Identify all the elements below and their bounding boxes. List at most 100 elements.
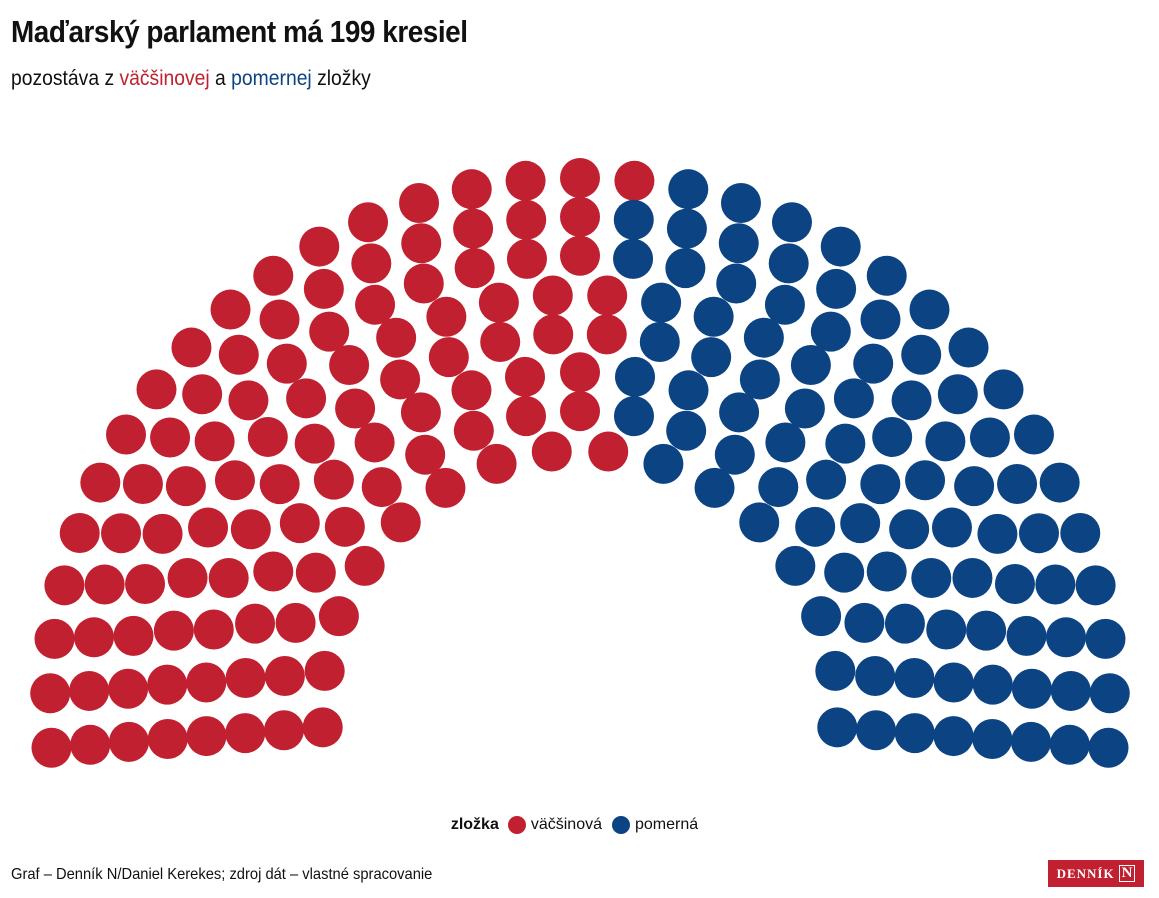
seat-majority — [194, 421, 235, 462]
seat-majority — [351, 243, 392, 284]
seat-majority — [324, 506, 365, 547]
chart-subtitle: pozostáva z väčšinovej a pomernej zložky — [11, 67, 371, 91]
seat-majority — [560, 158, 600, 198]
seat-majority — [403, 263, 444, 304]
seat-majority — [44, 565, 85, 606]
seat-majority — [532, 275, 573, 316]
seat-majority — [453, 208, 494, 249]
seat-majority — [560, 391, 600, 432]
seat-majority — [235, 603, 276, 644]
seat-majority — [348, 202, 389, 243]
seat-majority — [30, 673, 71, 714]
seat-proportional — [856, 710, 897, 751]
seat-proportional — [905, 460, 946, 501]
seat-majority — [266, 343, 307, 384]
seat-majority — [588, 431, 629, 472]
seat-majority — [279, 503, 320, 544]
seat-majority — [108, 721, 149, 762]
seat-majority — [70, 724, 111, 765]
legend-label-proportional: pomerná — [635, 816, 699, 833]
seat-majority — [380, 502, 421, 543]
seat-majority — [150, 417, 191, 458]
seat-majority — [247, 416, 288, 457]
seat-proportional — [795, 506, 836, 547]
seat-proportional — [931, 507, 972, 548]
seat-majority — [361, 467, 402, 508]
subtitle-suffix: zložky — [311, 67, 371, 90]
seat-majority — [505, 160, 546, 201]
seat-majority — [614, 160, 655, 201]
seat-proportional — [790, 345, 831, 386]
seat-majority — [586, 314, 627, 355]
legend-title: zložka — [450, 816, 499, 833]
legend-swatch-proportional — [612, 816, 630, 834]
seat-proportional — [613, 238, 654, 279]
seat-majority — [405, 434, 446, 475]
seat-proportional — [801, 596, 842, 637]
seat-proportional — [948, 327, 989, 368]
seat-majority — [106, 414, 147, 455]
seat-majority — [193, 609, 234, 650]
seat-proportional — [901, 334, 942, 375]
seat-proportional — [1085, 618, 1126, 659]
seat-proportional — [972, 718, 1013, 759]
seat-majority — [506, 199, 547, 240]
seat-majority — [587, 275, 628, 316]
seat-majority — [294, 423, 335, 464]
seat-proportional — [666, 208, 707, 249]
seat-majority — [225, 713, 266, 754]
seat-proportional — [716, 263, 757, 304]
seat-majority — [335, 388, 376, 429]
seat-proportional — [840, 503, 881, 544]
seat-proportional — [668, 370, 709, 411]
seat-proportional — [909, 289, 950, 330]
seat-majority — [302, 707, 343, 748]
seat-proportional — [994, 564, 1035, 605]
seat-majority — [84, 564, 125, 605]
seat-majority — [400, 392, 441, 433]
subtitle-majority: väčšinovej — [119, 67, 210, 90]
seat-majority — [208, 558, 249, 599]
seat-proportional — [693, 296, 734, 337]
seat-majority — [318, 596, 359, 637]
seat-majority — [59, 513, 100, 554]
seat-majority — [182, 374, 223, 415]
seat-proportional — [860, 299, 901, 340]
legend: zložka väčšinová pomerná — [0, 816, 1159, 834]
seat-majority — [454, 248, 495, 289]
seat-majority — [165, 466, 206, 507]
seat-proportional — [872, 416, 913, 457]
seat-majority — [263, 710, 304, 751]
seat-proportional — [1060, 513, 1101, 554]
seat-proportional — [764, 284, 805, 325]
seat-majority — [480, 322, 521, 363]
seat-majority — [167, 557, 208, 598]
seat-majority — [399, 183, 440, 224]
subtitle-proportional: pomernej — [231, 67, 312, 90]
seat-majority — [533, 314, 574, 355]
seat-majority — [142, 513, 183, 554]
seat-majority — [218, 334, 259, 375]
seat-proportional — [691, 337, 732, 378]
seat-majority — [286, 378, 327, 419]
seat-majority — [275, 602, 316, 643]
seat-majority — [253, 551, 294, 592]
seat-proportional — [714, 434, 755, 475]
seat-proportional — [643, 443, 684, 484]
seat-proportional — [824, 552, 865, 593]
seat-proportional — [1049, 724, 1090, 765]
seat-majority — [303, 268, 344, 309]
seat-proportional — [972, 664, 1013, 705]
seat-majority — [309, 311, 350, 352]
seat-majority — [506, 396, 547, 437]
legend-swatch-majority — [507, 816, 526, 834]
seat-proportional — [694, 467, 735, 508]
seat-majority — [214, 460, 255, 501]
seat-majority — [264, 656, 305, 697]
seat-proportional — [765, 422, 806, 463]
seat-proportional — [997, 463, 1038, 504]
seat-majority — [531, 431, 572, 472]
seat-proportional — [933, 716, 974, 757]
seat-majority — [344, 545, 385, 586]
